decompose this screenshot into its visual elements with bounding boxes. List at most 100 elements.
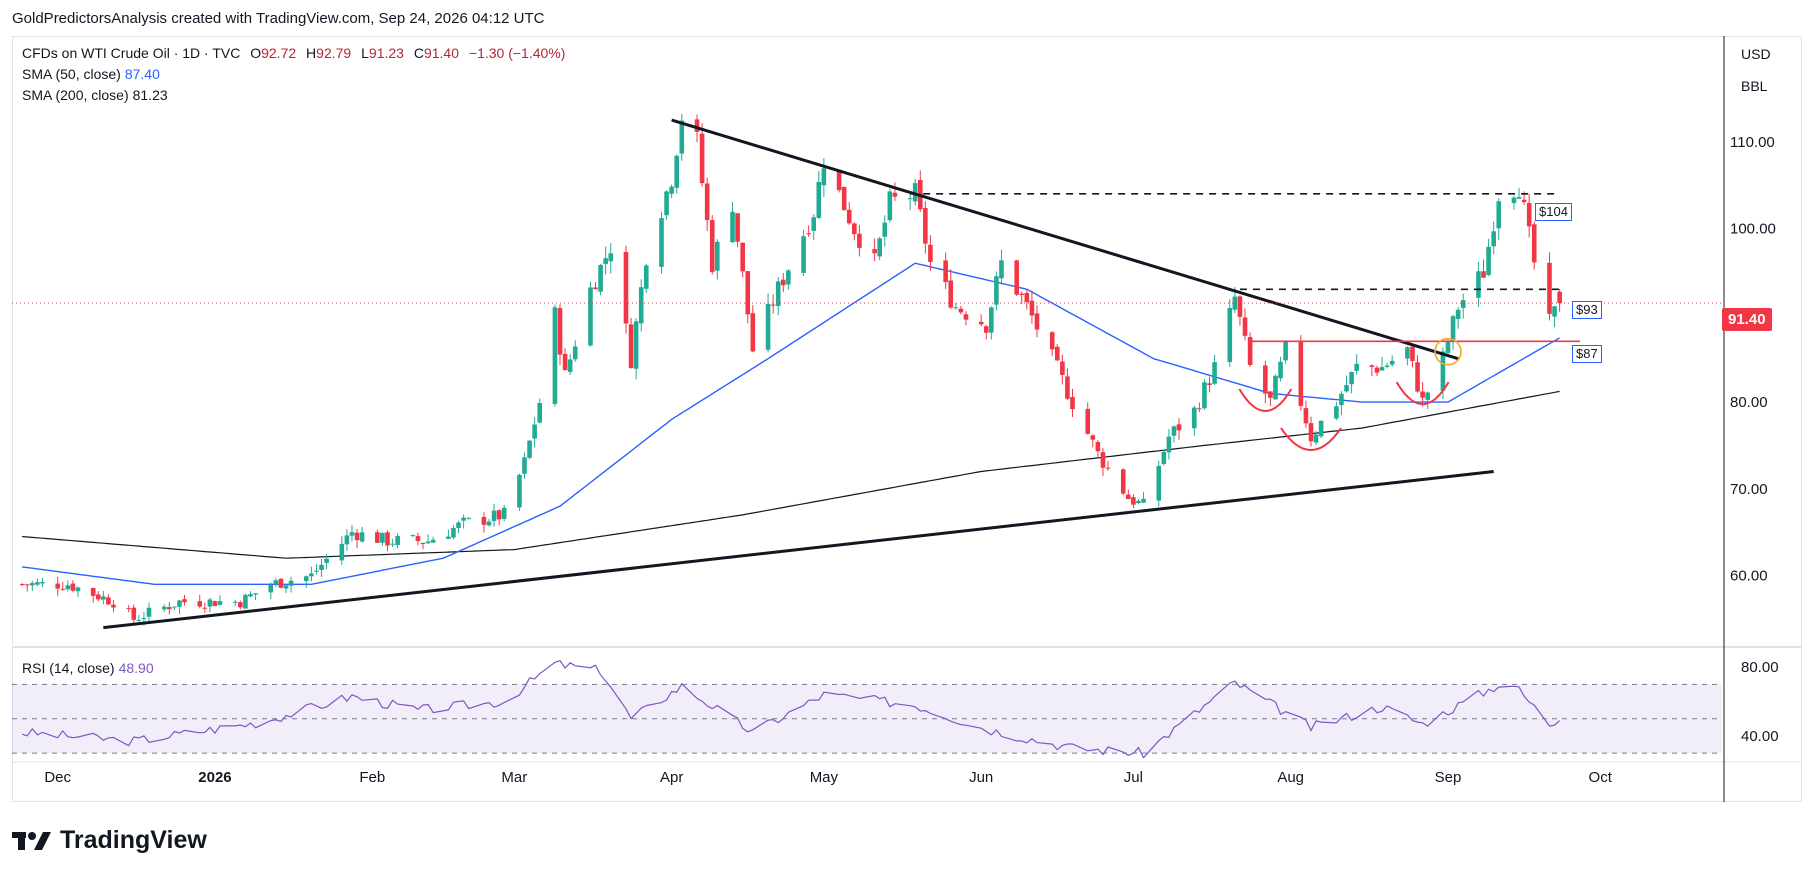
candle-body bbox=[527, 440, 532, 458]
candle-body bbox=[1531, 224, 1537, 263]
legend-sma50-row[interactable]: SMA (50, close) 87.40 bbox=[22, 66, 160, 82]
candle-body bbox=[664, 191, 669, 216]
candle-body bbox=[1389, 360, 1395, 365]
candle-body bbox=[1491, 231, 1496, 247]
tradingview-logo[interactable]: TradingView bbox=[12, 826, 207, 855]
candle-body bbox=[146, 607, 152, 617]
candle-body bbox=[207, 599, 213, 607]
candle-body bbox=[1273, 375, 1278, 400]
head-arc bbox=[1280, 427, 1342, 452]
candle-body bbox=[1308, 423, 1314, 442]
legend-sma200-value: 81.23 bbox=[132, 87, 168, 103]
candle-body bbox=[994, 276, 999, 305]
candle-body bbox=[522, 457, 527, 474]
candle-body bbox=[202, 607, 208, 609]
candle-body bbox=[35, 582, 40, 585]
candle-body bbox=[572, 346, 578, 360]
chart-credit: GoldPredictorsAnalysis created with Trad… bbox=[12, 10, 545, 27]
candle-body bbox=[1344, 385, 1349, 392]
price-tick-label: 70.00 bbox=[1730, 481, 1768, 498]
candle-body bbox=[420, 542, 426, 544]
candle-body bbox=[106, 597, 111, 605]
candle-body bbox=[1095, 441, 1101, 452]
candle-body bbox=[385, 532, 390, 546]
candle-body bbox=[775, 281, 781, 307]
candle-body bbox=[1334, 406, 1339, 419]
candle-body bbox=[1440, 351, 1446, 391]
candle-body bbox=[1303, 408, 1309, 424]
candle-body bbox=[882, 222, 888, 237]
candle-body bbox=[217, 601, 223, 605]
candle-body bbox=[90, 588, 96, 596]
candle-body bbox=[836, 171, 842, 191]
candle-body bbox=[765, 303, 771, 350]
candle-body bbox=[273, 580, 279, 585]
candle-body bbox=[1176, 424, 1182, 431]
candle-body bbox=[709, 220, 715, 272]
candle-body bbox=[1379, 367, 1385, 371]
candle-body bbox=[496, 510, 502, 520]
legend-open: 92.72 bbox=[261, 45, 297, 61]
candle-body bbox=[1405, 347, 1410, 359]
unit-label[interactable]: BBL bbox=[1741, 78, 1768, 94]
candle-body bbox=[1024, 292, 1030, 303]
candle-body bbox=[948, 280, 954, 308]
candle-body bbox=[628, 324, 634, 369]
trendline-ascending bbox=[103, 469, 1494, 630]
candle-body bbox=[141, 618, 147, 620]
candle-body bbox=[643, 265, 649, 289]
candle-body bbox=[841, 186, 847, 211]
level-tag-87: $87 bbox=[1572, 345, 1602, 363]
candle-body bbox=[1476, 271, 1481, 298]
candle-body bbox=[1460, 300, 1466, 308]
candle-body bbox=[750, 313, 756, 352]
candle-body bbox=[1237, 296, 1243, 317]
candle-body bbox=[319, 564, 324, 570]
candle-body bbox=[1014, 260, 1019, 295]
rsi-tick-label: 80.00 bbox=[1741, 659, 1779, 676]
candle-body bbox=[278, 578, 284, 588]
candle-body bbox=[283, 585, 289, 589]
legend-sma200-row[interactable]: SMA (200, close) 81.23 bbox=[22, 87, 168, 103]
candle-body bbox=[314, 570, 319, 572]
legend-l-label: L bbox=[361, 45, 369, 61]
candle-body bbox=[1374, 367, 1380, 373]
candle-body bbox=[1263, 365, 1268, 394]
candle-body bbox=[446, 536, 451, 539]
candle-body bbox=[532, 424, 537, 439]
candle-body bbox=[481, 516, 487, 525]
legend-low: 91.23 bbox=[368, 45, 404, 61]
candle-body bbox=[1415, 362, 1420, 392]
candle-body bbox=[101, 596, 106, 600]
candle-body bbox=[694, 119, 700, 132]
candle-body bbox=[1085, 408, 1091, 434]
candle-body bbox=[1197, 408, 1202, 410]
candle-body bbox=[268, 584, 274, 593]
currency-label[interactable]: USD bbox=[1741, 46, 1771, 62]
candle-body bbox=[633, 321, 639, 369]
candle-body bbox=[1191, 407, 1197, 429]
candle-body bbox=[1425, 392, 1430, 400]
candle-body bbox=[730, 211, 735, 243]
candle-body bbox=[1019, 293, 1025, 296]
candle-body bbox=[375, 532, 380, 543]
rsi-line bbox=[21, 659, 1561, 759]
candle-body bbox=[248, 594, 253, 597]
time-tick-label: Oct bbox=[1589, 769, 1613, 786]
candle-body bbox=[562, 353, 568, 371]
candle-body bbox=[1496, 201, 1502, 229]
candle-body bbox=[1318, 420, 1324, 437]
trendline-descending bbox=[671, 118, 1459, 361]
candle-body bbox=[770, 304, 776, 306]
legend-o-label: O bbox=[250, 45, 262, 61]
legend-rsi-label: RSI (14, close) bbox=[22, 660, 115, 676]
candle-body bbox=[588, 287, 593, 346]
time-tick-label: Aug bbox=[1277, 769, 1304, 786]
tradingview-logo-icon bbox=[12, 831, 51, 850]
breakout-circle bbox=[1434, 337, 1462, 366]
legend-rsi-row[interactable]: RSI (14, close) 48.90 bbox=[22, 660, 154, 676]
legend-close: 91.40 bbox=[423, 45, 460, 61]
candle-body bbox=[288, 580, 294, 586]
time-tick-label: 2026 bbox=[198, 769, 231, 786]
